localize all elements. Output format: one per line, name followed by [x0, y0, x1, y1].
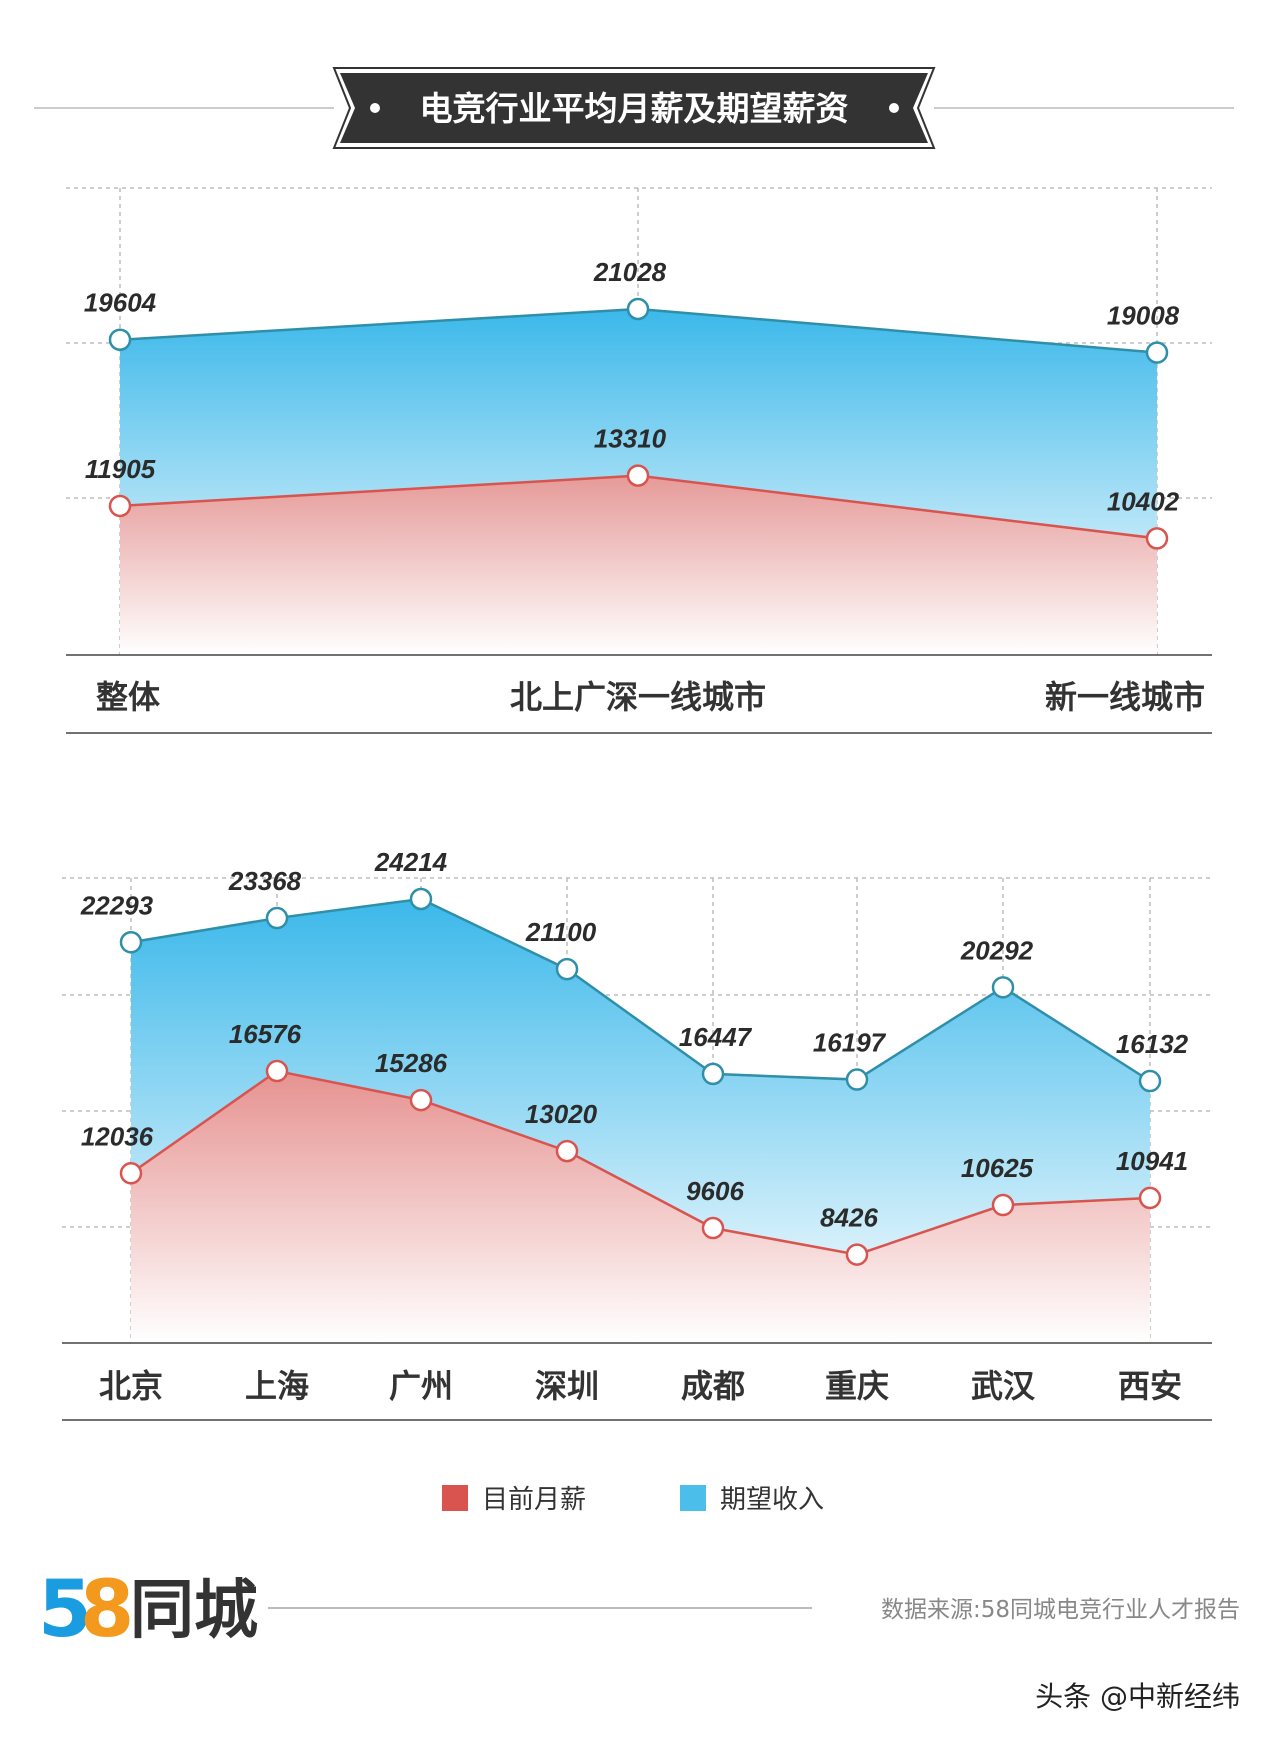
expected-point — [119, 931, 143, 954]
expected-income-line — [130, 897, 1151, 1083]
category-label: 成都 — [681, 1367, 745, 1405]
expected-point — [265, 906, 289, 930]
category-label: 广州 — [389, 1367, 453, 1405]
current-value-label: 10625 — [961, 1153, 1034, 1183]
chart-overall: 19604 21028 19008 11905 13310 10402 整体 北上广深一线城市… — [66, 187, 1212, 734]
expected-point — [555, 957, 579, 981]
current-point — [626, 464, 650, 487]
current-point — [108, 494, 132, 518]
expected-point — [845, 1068, 869, 1091]
expected-value-label: 16197 — [813, 1028, 887, 1058]
current-point — [1138, 1186, 1162, 1210]
expected-value-label: 24214 — [374, 847, 448, 877]
current-point — [409, 1088, 433, 1112]
watermark: 头条 @中新经纬 — [1035, 1680, 1240, 1713]
current-salary-area — [120, 475, 1157, 655]
expected-value-label: 16132 — [1116, 1029, 1189, 1059]
current-value-label: 8426 — [820, 1203, 878, 1233]
category-label: 武汉 — [971, 1367, 1036, 1405]
category-label: 整体 — [96, 678, 160, 716]
current-value-label: 16576 — [229, 1019, 302, 1049]
current-value-label: 10941 — [1116, 1146, 1188, 1176]
expected-point — [1138, 1069, 1162, 1093]
data-source: 数据来源:58同城电竞行业人才报告 — [881, 1597, 1240, 1623]
current-point — [991, 1193, 1015, 1217]
expected-point — [108, 328, 132, 351]
logo-text: 同城 — [130, 1574, 258, 1648]
footer: 5 8 同城 数据来源:58同城电竞行业人才报告 头条 @中新经纬 — [38, 1565, 1240, 1713]
expected-value-label: 22293 — [80, 890, 154, 920]
expected-point — [626, 297, 650, 321]
current-value-label: 11905 — [85, 454, 156, 484]
expected-value-label: 19604 — [84, 288, 157, 318]
expected-value-label: 23368 — [228, 866, 302, 896]
expected-value-label: 20292 — [960, 935, 1034, 965]
current-salary-area — [131, 1071, 1150, 1343]
legend-label-current: 目前月薪 — [482, 1485, 586, 1515]
current-value-label: 13310 — [594, 424, 667, 454]
category-label: 上海 — [245, 1367, 309, 1405]
logo-58: 5 8 同城 — [38, 1565, 258, 1655]
current-salary-line — [130, 1069, 1151, 1256]
current-value-label: 12036 — [81, 1121, 154, 1151]
legend-swatch-expected — [680, 1485, 706, 1511]
title-dot-right — [889, 103, 899, 113]
expected-value-label: 21028 — [593, 257, 667, 287]
expected-point — [409, 887, 433, 911]
current-value-label: 9606 — [686, 1176, 744, 1206]
title-dot-left — [370, 103, 380, 113]
page-title: 电竞行业平均月薪及期望薪资 — [420, 89, 849, 128]
expected-value-label: 16447 — [679, 1022, 753, 1052]
category-label: 新一线城市 — [1045, 678, 1205, 716]
category-label: 北上广深一线城市 — [510, 678, 766, 716]
chart-cities: 22293 23368 24214 21100 16447 16197 20292 16132… — [62, 847, 1212, 1421]
current-value-label: 13020 — [525, 1099, 598, 1129]
title-banner: 电竞行业平均月薪及期望薪资 — [34, 67, 1234, 149]
expected-point — [991, 976, 1015, 999]
legend: 目前月薪 期望收入 — [442, 1485, 824, 1515]
category-label: 深圳 — [535, 1367, 599, 1405]
current-point — [701, 1216, 725, 1240]
current-point — [265, 1059, 289, 1083]
legend-label-expected: 期望收入 — [720, 1485, 824, 1515]
current-point — [845, 1243, 869, 1266]
expected-point — [701, 1062, 725, 1086]
current-point — [555, 1139, 579, 1163]
legend-swatch-current — [442, 1485, 468, 1511]
expected-value-label: 21100 — [525, 917, 597, 947]
current-value-label: 15286 — [375, 1048, 448, 1078]
current-point — [1145, 527, 1169, 550]
category-label: 北京 — [99, 1367, 163, 1405]
current-value-label: 10402 — [1107, 486, 1180, 516]
category-label: 西安 — [1118, 1367, 1182, 1405]
expected-value-label: 19008 — [1107, 301, 1180, 331]
logo-digit-8: 8 — [80, 1565, 134, 1655]
expected-point — [1145, 341, 1169, 364]
category-label: 重庆 — [825, 1367, 889, 1405]
current-point — [119, 1162, 143, 1185]
logo-digit-5: 5 — [38, 1565, 92, 1655]
